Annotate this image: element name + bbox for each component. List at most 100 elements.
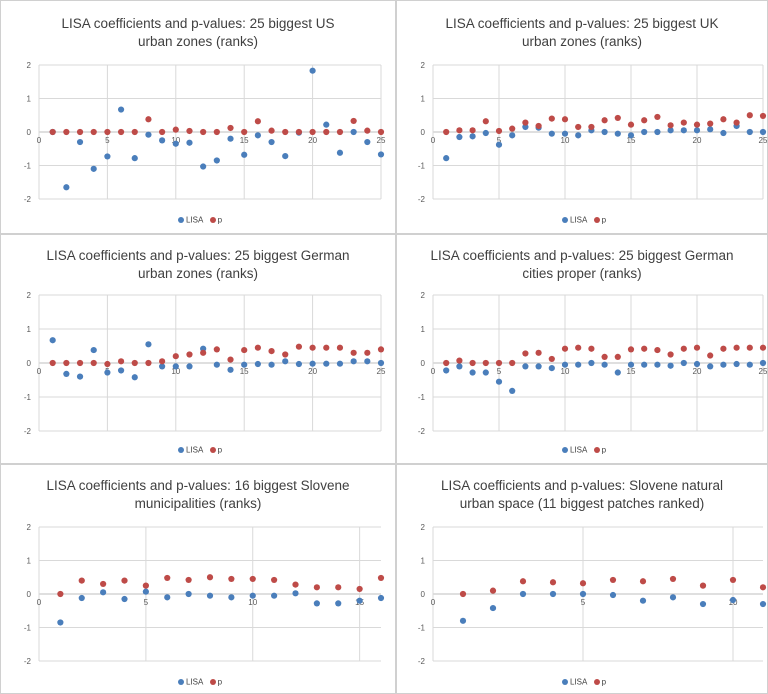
x-tick-label: 20 (308, 367, 317, 376)
p-value-point (609, 576, 617, 584)
legend-lisa-label: LISA (185, 215, 204, 225)
x-tick-label: 5 (497, 136, 502, 145)
legend-p-marker (593, 216, 600, 223)
lisa-point (206, 592, 214, 599)
p-value-point (746, 344, 753, 351)
lisa-point (609, 591, 617, 599)
lisa-point (227, 366, 234, 373)
lisa-point (282, 153, 289, 160)
lisa-point (364, 358, 371, 365)
lisa-point (63, 184, 70, 191)
p-value-point (323, 128, 330, 136)
p-value-point (90, 359, 97, 367)
chart-legend: LISA p (1, 445, 395, 454)
chart-legend: LISA p (397, 677, 767, 686)
chart-title: LISA coefficients and p-values: 25 bigge… (1, 15, 395, 51)
lisa-point (482, 369, 489, 376)
p-value-point (336, 344, 344, 351)
legend-lisa-label: LISA (185, 677, 204, 687)
p-value-point (186, 127, 193, 135)
p-value-point (720, 345, 727, 352)
legend-lisa-marker (561, 446, 568, 453)
lisa-point (641, 361, 648, 368)
lisa-point (172, 363, 179, 370)
p-value-point (227, 124, 234, 132)
p-value-point (227, 356, 234, 363)
y-tick-label: 1 (27, 95, 32, 104)
lisa-point (313, 600, 320, 607)
p-value-point (548, 355, 555, 363)
p-value-point (654, 113, 661, 121)
y-tick-label: -1 (418, 162, 426, 171)
chart-title-line-1: LISA coefficients and p-values: Slovene … (441, 478, 723, 493)
lisa-point (561, 130, 569, 137)
x-tick-label: 15 (627, 136, 636, 145)
p-value-point (575, 123, 582, 131)
p-value-point (295, 128, 303, 136)
p-value-point (588, 123, 595, 131)
p-value-point (693, 344, 701, 351)
p-value-point (733, 344, 740, 351)
p-value-point (228, 575, 235, 583)
x-tick-label: 20 (693, 367, 702, 376)
legend-p-label: p (217, 445, 223, 455)
p-value-point (323, 344, 330, 351)
lisa-point (49, 337, 56, 344)
lisa-point (227, 135, 234, 142)
lisa-point (364, 138, 371, 146)
p-value-point (131, 359, 138, 367)
p-value-point (443, 359, 450, 367)
lisa-point (535, 363, 542, 370)
chart-panel-slovene-municipalities: LISA coefficients and p-values: 16 bigge… (0, 464, 396, 694)
lisa-point (548, 130, 555, 137)
legend-lisa-label: LISA (569, 445, 588, 455)
p-value-point (482, 359, 489, 367)
p-value-point (121, 577, 128, 584)
lisa-point (456, 133, 463, 141)
lisa-point (292, 590, 299, 597)
p-value-point (241, 128, 248, 136)
chart-title-line-1: LISA coefficients and p-values: 25 bigge… (445, 16, 719, 31)
p-value-point (669, 575, 677, 583)
x-tick-label: 25 (377, 367, 386, 376)
legend-p-label: p (217, 215, 223, 225)
x-tick-label: 5 (144, 598, 149, 607)
p-value-point (350, 117, 357, 125)
lisa-point (759, 600, 767, 608)
p-value-point (377, 346, 385, 353)
x-tick-label: 20 (308, 136, 317, 145)
lisa-point (241, 361, 248, 368)
lisa-point (549, 590, 557, 598)
p-value-point (49, 359, 56, 367)
lisa-point (78, 594, 85, 602)
p-value-point (159, 358, 166, 365)
chart-title-line-1: LISA coefficients and p-values: 25 bigge… (46, 248, 350, 263)
p-value-point (76, 359, 84, 367)
p-value-point (561, 345, 569, 352)
p-value-point (456, 357, 463, 364)
x-tick-label: 10 (248, 598, 257, 607)
p-value-point (350, 349, 357, 356)
lisa-point (142, 588, 149, 595)
lisa-point (323, 360, 330, 367)
lisa-point (680, 359, 687, 367)
lisa-point (601, 361, 608, 368)
y-tick-label: 0 (27, 590, 32, 599)
chart-title-line-2: cities proper (ranks) (522, 266, 642, 281)
p-value-point (335, 584, 342, 591)
p-value-point (241, 346, 248, 354)
chart-title-line-2: urban zones (ranks) (521, 34, 643, 49)
lisa-point (186, 363, 193, 370)
p-value-point (200, 128, 207, 136)
p-value-point (469, 359, 476, 367)
y-tick-label: 0 (421, 128, 426, 137)
p-value-point (641, 345, 648, 352)
lisa-point (131, 374, 138, 381)
p-value-point (579, 580, 587, 587)
lisa-point (495, 141, 503, 148)
lisa-point (159, 363, 166, 370)
p-value-point (313, 584, 320, 591)
y-tick-label: 0 (421, 359, 426, 368)
y-tick-label: 0 (27, 128, 32, 137)
